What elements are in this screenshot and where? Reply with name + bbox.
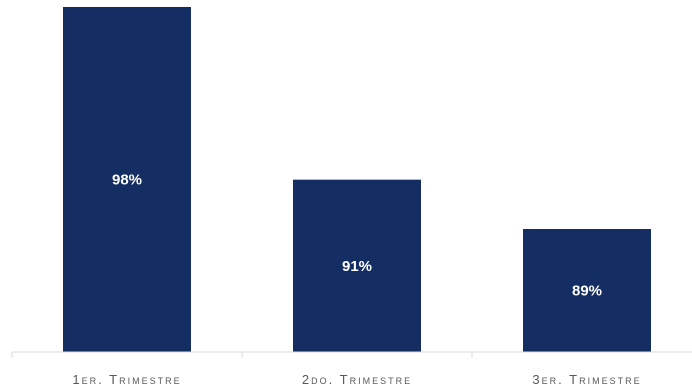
bar-1 (63, 7, 191, 352)
bar-2 (293, 179, 421, 352)
bars-group (63, 7, 651, 352)
category-label-2: 2do. Trimestre (302, 372, 412, 387)
category-labels-group: 1er. Trimestre 2do. Trimestre 3er. Trimest… (72, 372, 641, 387)
data-label-1: 98% (112, 172, 142, 189)
data-label-3: 89% (572, 283, 602, 300)
bar-3 (523, 229, 651, 352)
data-labels-group: 98% 91% 89% (112, 172, 602, 300)
category-label-1: 1er. Trimestre (72, 372, 181, 387)
data-label-2: 91% (342, 258, 372, 275)
x-axis (11, 351, 692, 358)
category-label-3: 3er. Trimestre (532, 372, 641, 387)
